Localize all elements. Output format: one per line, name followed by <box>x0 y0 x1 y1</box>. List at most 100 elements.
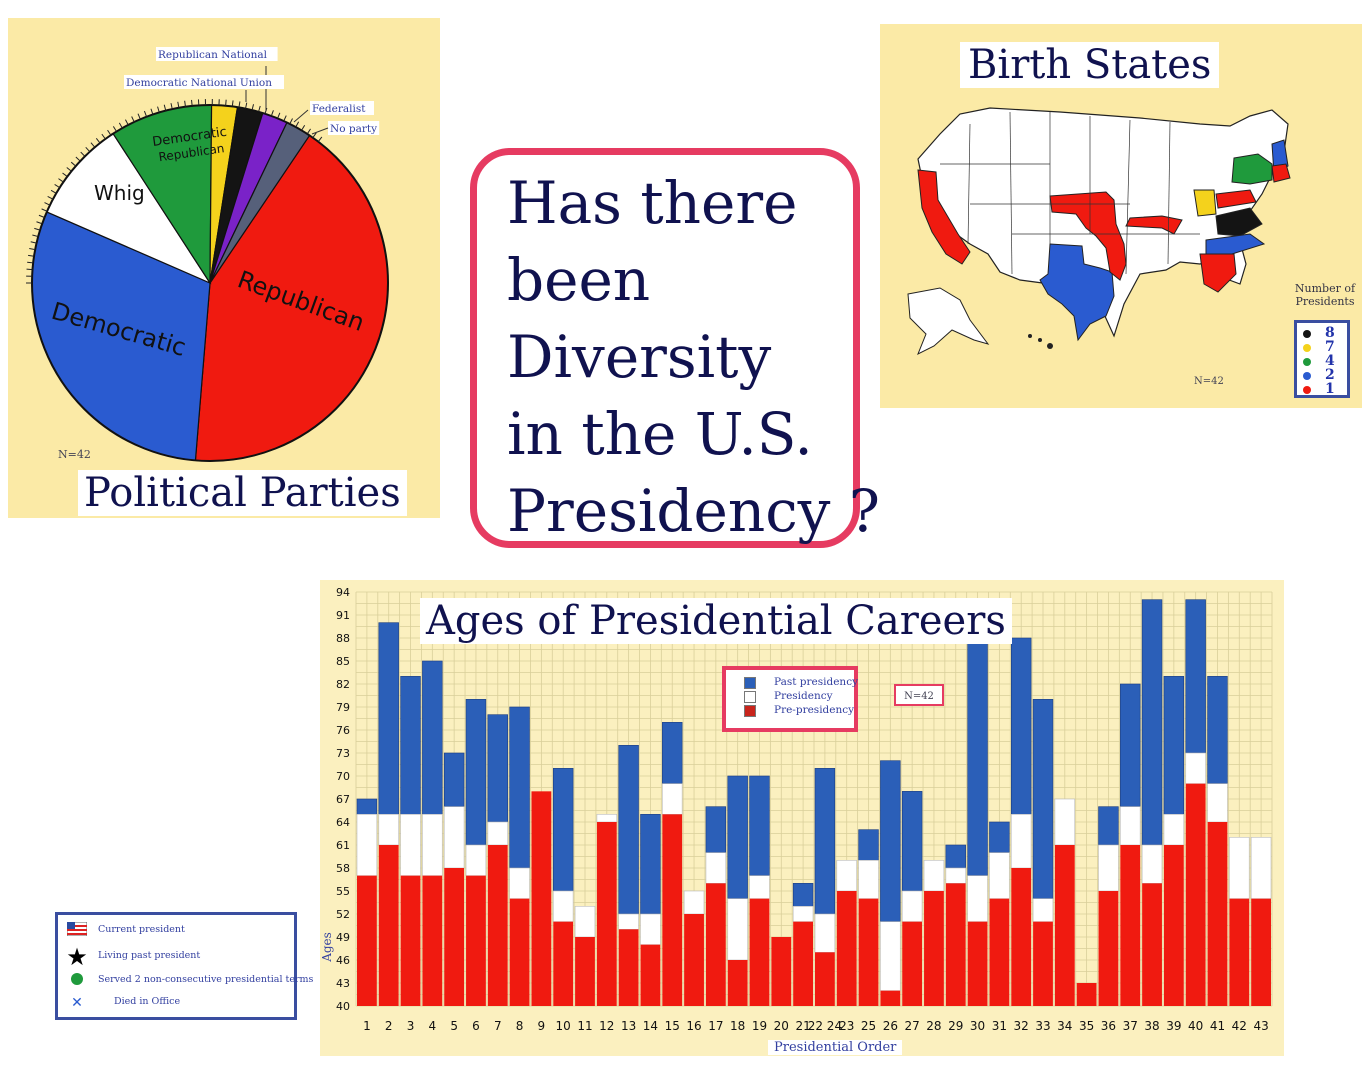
bar-pre-presidency <box>684 914 704 1006</box>
y-tick-label: 73 <box>336 747 350 760</box>
legend-count: 7 <box>1325 339 1335 355</box>
ages-y-axis-label: Ages <box>319 932 334 962</box>
bar-presidency <box>465 844 487 876</box>
bar-presidency <box>1207 783 1228 823</box>
x-tick-label: 40 <box>1188 1019 1203 1033</box>
bar-past-presidency <box>749 775 770 876</box>
bar-pre-presidency <box>553 921 574 1006</box>
bar-pre-presidency <box>531 791 552 1006</box>
pie-label: Whig <box>94 181 145 205</box>
legend-count: 8 <box>1325 325 1335 341</box>
pie-callout-label: No party <box>330 123 377 135</box>
bar-presidency <box>880 921 901 991</box>
bar-presidency <box>1010 814 1032 869</box>
symbol-label: Died in Office <box>114 996 181 1007</box>
bar-pre-presidency <box>596 822 617 1006</box>
bar-past-presidency <box>640 814 661 915</box>
bar-pre-presidency <box>378 845 399 1006</box>
red-swatch-icon <box>744 705 756 717</box>
legend-row-8: 8 <box>1303 325 1347 341</box>
bar-pre-presidency <box>618 929 639 1006</box>
x-tick-label: 19 <box>752 1019 767 1033</box>
x-tick-label: 21 <box>795 1019 810 1033</box>
x-tick-label: 2 <box>385 1019 393 1033</box>
bar-past-presidency <box>858 829 879 861</box>
pie-callout-label: Republican National <box>158 49 268 61</box>
yellow-dot-icon <box>1303 344 1311 352</box>
bar-presidency <box>989 852 1010 899</box>
bar-pre-presidency <box>1054 845 1075 1006</box>
bar-pre-presidency <box>924 891 944 1006</box>
x-tick-label: 12 <box>599 1019 614 1033</box>
y-tick-label: 70 <box>336 770 350 783</box>
bar-past-presidency <box>945 844 966 869</box>
bar-pre-presidency <box>967 921 988 1006</box>
ages-x-axis-label: Presidential Order <box>768 1040 903 1055</box>
bar-pre-presidency <box>444 868 465 1006</box>
symbol-label: Served 2 non-consecutive presidential te… <box>98 974 314 985</box>
legend-count: 1 <box>1325 381 1335 397</box>
bar-past-presidency <box>705 806 727 853</box>
x-tick-label: 15 <box>665 1019 680 1033</box>
y-tick-label: 76 <box>336 724 350 737</box>
bar-presidency <box>814 913 836 953</box>
bar-pre-presidency <box>1011 868 1032 1006</box>
bar-past-presidency <box>422 660 443 815</box>
ages-chart-legend: Past presidency Presidency Pre-presidenc… <box>722 666 858 732</box>
bar-pre-presidency <box>815 952 835 1006</box>
bar-pre-presidency <box>1163 845 1184 1006</box>
x-tick-label: 30 <box>970 1019 985 1033</box>
bar-pre-presidency <box>945 883 966 1006</box>
bar-presidency <box>574 906 596 938</box>
x-tick-label: 22 24 <box>808 1019 842 1033</box>
pie-callout-label: Federalist <box>312 103 366 115</box>
bar-presidency <box>967 875 988 922</box>
ages-chart-title: Ages of Presidential Careers <box>420 598 1012 644</box>
flag-icon <box>66 921 88 941</box>
bar-presidency <box>1250 837 1272 899</box>
bar-presidency <box>945 867 966 884</box>
bar-past-presidency <box>989 821 1010 853</box>
bar-past-presidency <box>618 745 639 915</box>
legend-pre-presidency: Pre-presidency <box>744 704 854 718</box>
bar-presidency <box>836 860 857 892</box>
bar-past-presidency <box>465 699 487 846</box>
bar-past-presidency <box>1141 599 1163 846</box>
birth-states-n-label: N=42 <box>1194 376 1224 387</box>
legend-count: 2 <box>1325 367 1335 383</box>
x-tick-label: 18 <box>730 1019 745 1033</box>
bar-presidency <box>640 913 661 945</box>
bar-past-presidency <box>1098 806 1119 846</box>
star-icon: ★ <box>66 943 88 971</box>
y-tick-label: 61 <box>336 839 350 852</box>
x-tick-label: 33 <box>1035 1019 1050 1033</box>
bar-past-presidency <box>443 752 465 807</box>
symbols-legend: Current president ★ Living past presiden… <box>55 912 313 1020</box>
birth-states-legend-title: Number of Presidents <box>1294 282 1356 308</box>
pie-callout-label: Democratic National Union <box>126 77 272 89</box>
y-tick-label: 55 <box>336 885 350 898</box>
black-dot-icon <box>1303 330 1311 338</box>
bar-presidency <box>792 906 814 922</box>
x-tick-label: 6 <box>472 1019 480 1033</box>
bar-presidency <box>749 875 770 899</box>
x-tick-label: 5 <box>450 1019 458 1033</box>
y-tick-label: 40 <box>336 1000 350 1013</box>
bar-pre-presidency <box>487 845 508 1006</box>
bar-presidency <box>705 852 727 884</box>
bar-pre-presidency <box>422 875 443 1006</box>
x-tick-label: 29 <box>948 1019 963 1033</box>
x-tick-label: 13 <box>621 1019 636 1033</box>
green-dot-icon <box>66 971 88 991</box>
legend-count: 4 <box>1325 353 1335 369</box>
blue-swatch-icon <box>744 677 756 689</box>
symbol-label: Living past president <box>98 950 201 961</box>
state-massachusetts <box>1271 163 1291 183</box>
bar-pre-presidency <box>575 937 595 1006</box>
bar-past-presidency <box>967 614 988 876</box>
bar-presidency <box>727 898 748 961</box>
bar-past-presidency <box>400 676 421 815</box>
bar-pre-presidency <box>1251 898 1271 1006</box>
legend-past-presidency: Past presidency <box>744 676 858 690</box>
state-north-carolina <box>1205 233 1266 255</box>
